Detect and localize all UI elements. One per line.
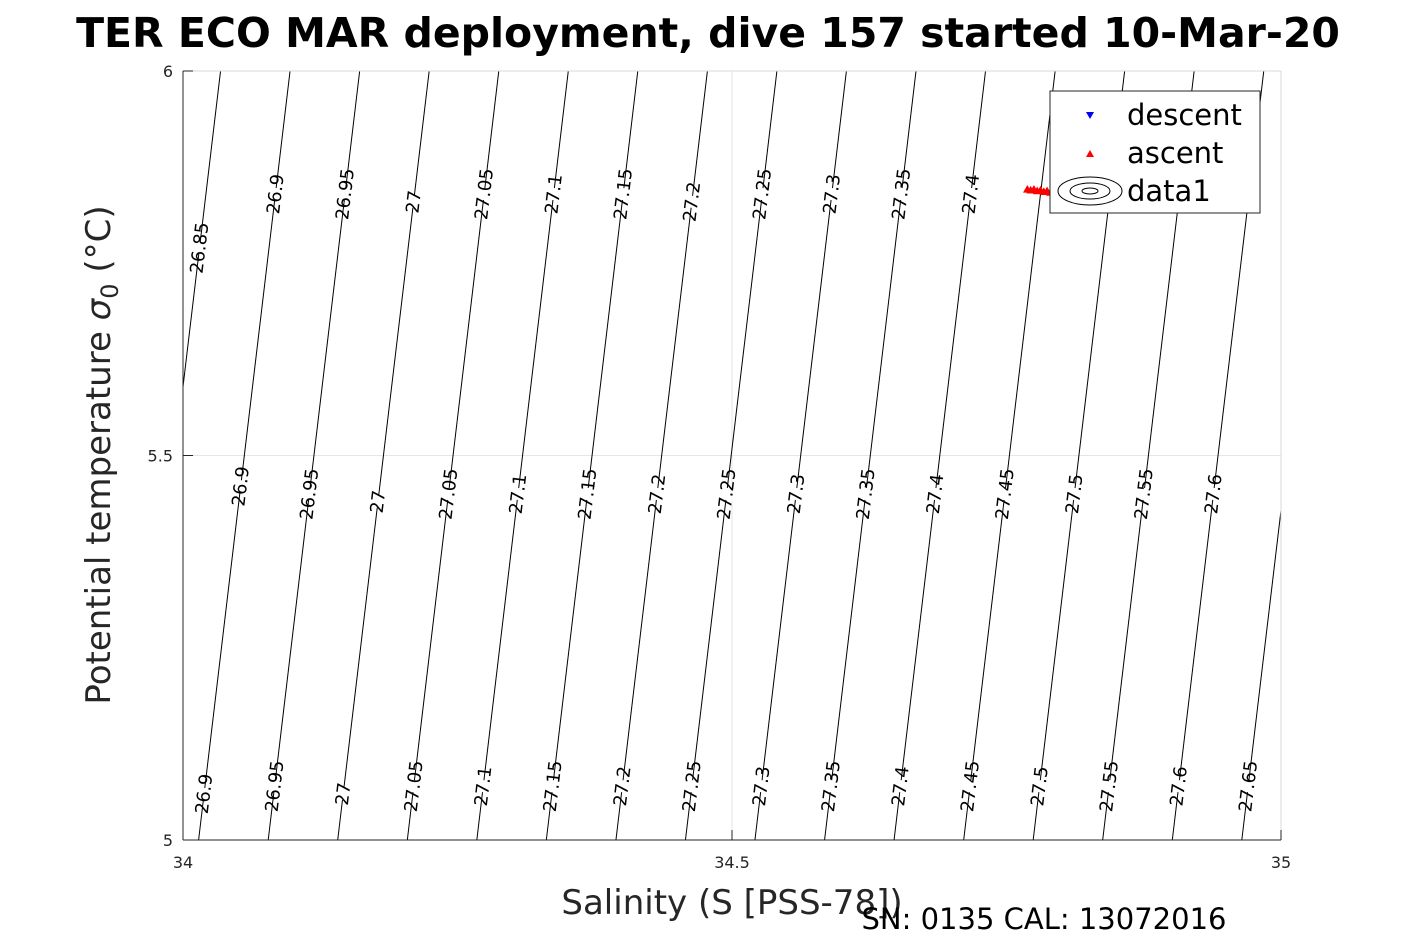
contour-label-bg — [909, 485, 961, 503]
contour-label-bg — [874, 777, 927, 796]
contour-label: 27.1 — [541, 173, 567, 215]
contour-label-bg — [317, 784, 369, 803]
contour-label-bg — [736, 185, 788, 203]
contour-label-bg — [388, 192, 440, 211]
x-axis-label: Salinity (S [PSS-78]) — [561, 883, 902, 923]
contour-label-bg — [561, 485, 614, 503]
contour-line — [1241, 506, 1281, 840]
contour-label: 27.3 — [784, 473, 810, 515]
grid-lines — [183, 71, 1281, 840]
contour-label: 27.5 — [1062, 473, 1088, 515]
contour-label-bg — [770, 485, 822, 503]
contour-label-bg — [596, 777, 648, 796]
chart-title: TER ECO MAR deployment, dive 157 started… — [76, 9, 1340, 57]
contour-label-bg — [319, 185, 371, 203]
legend-data1-label: data1 — [1127, 174, 1211, 208]
y-axis-label: Potential temperature σ0 (°C) — [79, 205, 124, 704]
contour-label-bg — [875, 185, 927, 203]
contour-label-bg — [1083, 777, 1135, 796]
legend-ascent-label: ascent — [1127, 136, 1223, 170]
contour-label: 27.5 — [1027, 765, 1053, 807]
contour-label: 27.2 — [680, 181, 706, 223]
contour-label-bg — [173, 238, 226, 257]
contour-label: 27.2 — [645, 473, 671, 515]
contour-label: 27 — [367, 489, 391, 514]
contour-label-bg — [215, 477, 267, 496]
y-tick-label: 6 — [163, 62, 173, 81]
contour-label: 27.6 — [1201, 473, 1227, 515]
axis-ticks: 34 34.5 35 5 5.5 6 — [148, 62, 1292, 872]
contour-label: 27.4 — [959, 173, 985, 215]
contour-label-bg — [528, 185, 580, 203]
contour-label-bg — [458, 185, 510, 203]
contour-label-bg — [178, 784, 230, 803]
contour-label-bg — [457, 777, 509, 796]
x-tick-label: 34.5 — [714, 853, 750, 872]
y-tick-label: 5.5 — [148, 447, 173, 466]
contour-label: 27 — [402, 189, 426, 214]
x-tick-label: 34 — [173, 853, 193, 872]
contour-label-bg — [388, 777, 440, 796]
y-tick-label: 5 — [163, 831, 173, 850]
legend: descent ascent data1 — [1049, 90, 1261, 214]
contour-label-bg — [352, 492, 404, 511]
contour-label-bg — [422, 485, 475, 503]
legend-descent-marker — [1086, 112, 1094, 119]
contour-label-bg — [1118, 485, 1170, 503]
contour-label: 27.3 — [819, 173, 845, 215]
contour-label-bg — [805, 777, 857, 796]
contour-label-bg — [840, 485, 892, 503]
contour-line — [963, 71, 1056, 840]
contour-label: 27.1 — [506, 473, 532, 515]
contour-label-bg — [1048, 485, 1100, 503]
contour-label: 26.9 — [263, 173, 289, 215]
contour-label-bg — [1014, 777, 1066, 796]
contour-line — [1311, 71, 1402, 840]
legend-ascent-marker — [1086, 150, 1094, 157]
contour-label-bg — [945, 185, 997, 203]
legend-box — [1049, 90, 1261, 214]
contour-label: 26.9 — [228, 465, 254, 507]
contour-label-bg — [1222, 777, 1274, 796]
legend-descent-label: descent — [1127, 98, 1242, 132]
contour-label: 27.3 — [749, 765, 775, 807]
contour-label: 27.6 — [1166, 765, 1192, 807]
contour-line — [1381, 71, 1417, 840]
contour-label-bg — [735, 777, 787, 796]
contour-label-bg — [249, 185, 301, 203]
contour-label: 27.2 — [610, 765, 636, 807]
contour-label-bg — [666, 192, 718, 211]
contour-label-bg — [701, 485, 753, 503]
contour-label-bg — [249, 777, 301, 796]
contour-line — [183, 71, 222, 391]
contour-label: 26.9 — [192, 773, 218, 815]
contour-label: 27.4 — [923, 473, 949, 515]
contour-label-bg — [283, 485, 335, 503]
x-tick-label: 35 — [1271, 853, 1291, 872]
contour-label-bg — [1187, 485, 1239, 503]
contour-label-bg — [1153, 777, 1205, 796]
contour-label-bg — [492, 485, 544, 503]
contour-label-bg — [666, 777, 718, 796]
legend-data1-contour-icon — [1057, 176, 1123, 206]
contour-label: 27.4 — [888, 765, 914, 807]
contour-label-bg — [979, 485, 1031, 503]
contour-label-bg — [944, 777, 996, 796]
contour-label-bg — [806, 185, 858, 203]
contour-label-bg — [597, 185, 649, 203]
contour-label-bg — [527, 777, 579, 796]
contour-label-bg — [631, 485, 683, 503]
serial-calibration-footer: SN: 0135 CAL: 13072016 — [862, 902, 1227, 936]
contour-label: 27.1 — [471, 765, 497, 807]
contour-label: 27 — [332, 781, 356, 806]
